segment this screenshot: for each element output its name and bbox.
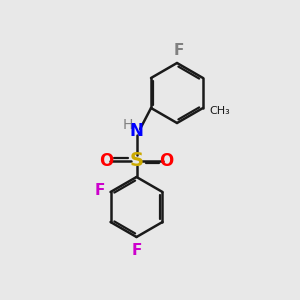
Text: O: O [99,152,114,169]
Text: H: H [123,118,133,132]
Text: F: F [94,183,104,198]
Text: CH₃: CH₃ [210,106,230,116]
Text: F: F [131,243,142,258]
Text: N: N [130,122,143,140]
Text: O: O [159,152,174,169]
Text: S: S [130,151,143,170]
Text: F: F [173,43,184,58]
